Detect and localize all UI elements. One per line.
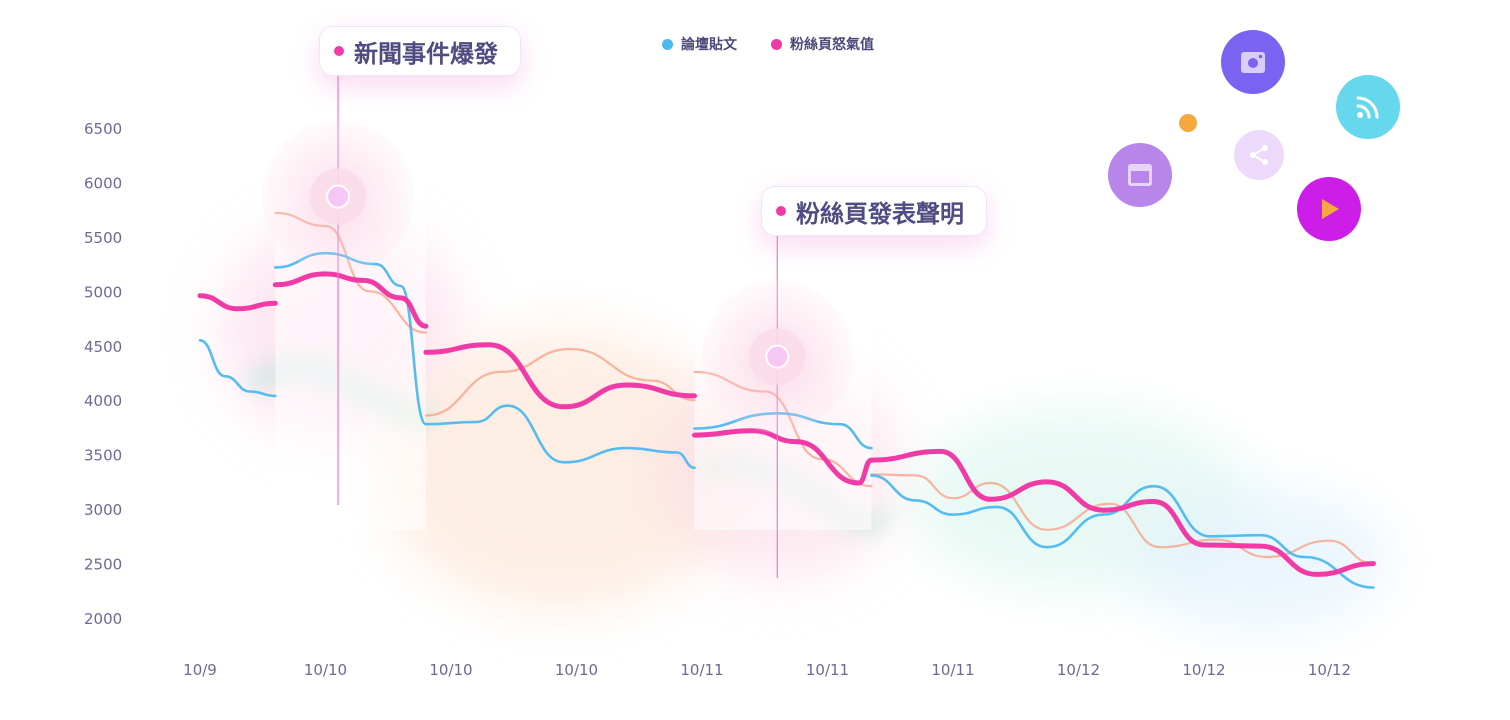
dot-icon — [1179, 114, 1197, 132]
window-icon[interactable] — [1108, 143, 1172, 207]
legend-label-forum: 論壇貼文 — [681, 37, 737, 53]
legend-item-forum[interactable]: 論壇貼文 — [662, 34, 737, 54]
legend-swatch-anger — [771, 38, 782, 50]
play-icon[interactable] — [1297, 177, 1361, 241]
y-tick-label: 6500 — [84, 120, 122, 138]
x-axis: 10/9 10/10 10/10 10/10 10/11 10/11 10/11 10/12 1… — [183, 661, 1351, 679]
x-tick-label: 10/10 — [429, 661, 472, 679]
x-tick-label: 10/11 — [931, 661, 974, 679]
legend: 論壇貼文 粉絲頁怒氣值 — [662, 34, 874, 54]
annotation-news-event[interactable]: 新聞事件爆發 — [319, 26, 521, 76]
y-tick-label: 4500 — [84, 338, 122, 356]
x-tick-label: 10/11 — [680, 661, 723, 679]
rss-icon[interactable] — [1336, 75, 1400, 139]
annotation-dot — [776, 206, 786, 216]
legend-label-anger: 粉絲頁怒氣值 — [790, 37, 874, 53]
y-tick-label: 5500 — [84, 229, 122, 247]
annotation-fanpage-statement[interactable]: 粉絲頁發表聲明 — [761, 186, 987, 236]
annotation-label: 新聞事件爆發 — [354, 39, 498, 68]
series-forum-line — [198, 251, 1375, 589]
y-tick-label: 5000 — [84, 283, 122, 301]
annotation-point[interactable] — [765, 344, 790, 369]
y-tick-label: 4000 — [84, 392, 122, 410]
x-tick-label: 10/11 — [806, 661, 849, 679]
x-tick-label: 10/12 — [1182, 661, 1225, 679]
camera-icon[interactable] — [1221, 30, 1285, 94]
annotation-point[interactable] — [326, 184, 351, 209]
share-icon[interactable] — [1234, 130, 1284, 180]
y-tick-label: 6000 — [84, 174, 122, 192]
y-tick-label: 2000 — [84, 610, 122, 628]
legend-swatch-forum — [662, 38, 673, 50]
y-axis: 6500 6000 5500 5000 4500 4000 3500 3000 2500 2000 — [84, 120, 122, 628]
x-tick-label: 10/10 — [304, 661, 347, 679]
x-tick-label: 10/12 — [1057, 661, 1100, 679]
x-tick-label: 10/9 — [183, 661, 217, 679]
x-tick-label: 10/10 — [555, 661, 598, 679]
y-tick-label: 3000 — [84, 501, 122, 519]
legend-item-anger[interactable]: 粉絲頁怒氣值 — [771, 34, 874, 54]
y-tick-label: 3500 — [84, 447, 122, 465]
annotation-markers — [262, 70, 854, 578]
x-tick-label: 10/12 — [1308, 661, 1351, 679]
series-anger-line — [197, 271, 1376, 577]
y-tick-label: 2500 — [84, 556, 122, 574]
annotation-label: 粉絲頁發表聲明 — [796, 199, 964, 228]
annotation-dot — [334, 46, 344, 56]
